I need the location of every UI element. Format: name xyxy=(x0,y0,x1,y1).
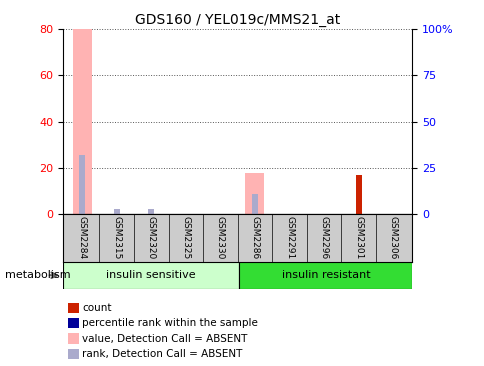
Text: percentile rank within the sample: percentile rank within the sample xyxy=(82,318,258,328)
Bar xyxy=(113,209,120,214)
Text: GSM2306: GSM2306 xyxy=(388,216,397,259)
Bar xyxy=(148,209,154,214)
Text: insulin resistant: insulin resistant xyxy=(281,270,369,280)
Text: rank, Detection Call = ABSENT: rank, Detection Call = ABSENT xyxy=(82,349,242,359)
Text: GSM2286: GSM2286 xyxy=(250,216,259,259)
Bar xyxy=(251,194,257,214)
Text: metabolism: metabolism xyxy=(5,270,70,280)
Bar xyxy=(239,262,411,289)
Bar xyxy=(79,155,85,214)
Text: GSM2320: GSM2320 xyxy=(147,216,155,259)
Text: GSM2301: GSM2301 xyxy=(353,216,363,259)
Text: GSM2284: GSM2284 xyxy=(77,216,86,259)
Bar xyxy=(355,175,361,214)
Bar xyxy=(63,262,239,289)
Text: GSM2291: GSM2291 xyxy=(285,216,293,259)
Bar xyxy=(245,172,264,214)
Text: GSM2330: GSM2330 xyxy=(215,216,225,259)
Text: GSM2325: GSM2325 xyxy=(181,216,190,259)
Text: insulin sensitive: insulin sensitive xyxy=(106,270,196,280)
Text: GSM2296: GSM2296 xyxy=(319,216,328,259)
Bar xyxy=(355,175,361,214)
Bar xyxy=(73,29,91,214)
Title: GDS160 / YEL019c/MMS21_at: GDS160 / YEL019c/MMS21_at xyxy=(135,13,340,27)
Text: value, Detection Call = ABSENT: value, Detection Call = ABSENT xyxy=(82,333,247,344)
Text: GSM2315: GSM2315 xyxy=(112,216,121,259)
Text: count: count xyxy=(82,303,112,313)
